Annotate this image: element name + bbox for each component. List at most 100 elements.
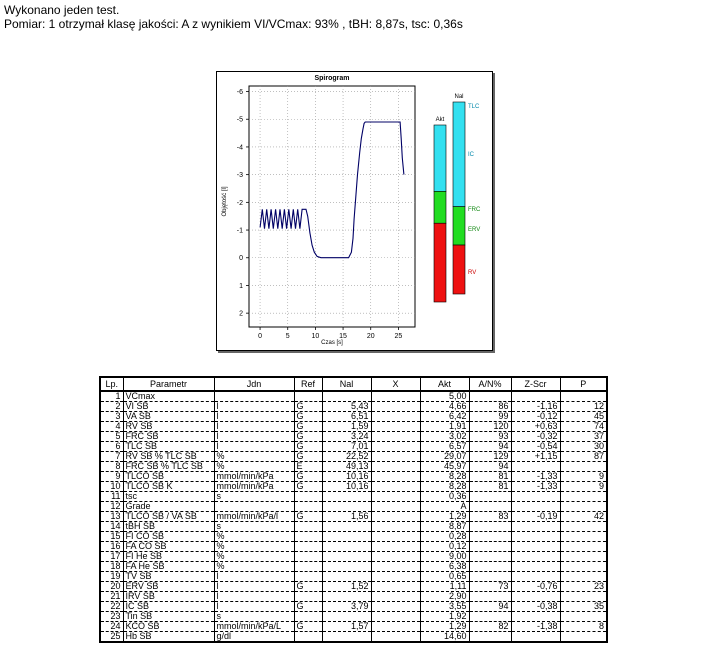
cell-p bbox=[559, 491, 608, 502]
cell-z-score: -0,38 bbox=[510, 601, 561, 612]
cell-jdn: mmol/min/kPa/L bbox=[213, 621, 295, 632]
cell-nal: 3,79 bbox=[321, 601, 372, 612]
cell-an-percent: 94 bbox=[468, 441, 512, 452]
cell-an-percent: 94 bbox=[468, 601, 512, 612]
cell-jdn: l bbox=[213, 571, 295, 582]
cell-jdn: l bbox=[213, 581, 295, 592]
cell-nal bbox=[321, 631, 372, 643]
cell-akt: 5,00 bbox=[419, 391, 470, 402]
cell-ref bbox=[293, 541, 323, 552]
cell-jdn: l bbox=[213, 421, 295, 432]
cell-p: 9 bbox=[559, 471, 608, 482]
cell-lp: 5 bbox=[99, 431, 124, 442]
plot-area-frame bbox=[248, 85, 416, 328]
cell-akt: 9,00 bbox=[419, 551, 470, 562]
cell-ref: G bbox=[293, 601, 323, 612]
cell-an-percent: 82 bbox=[468, 621, 512, 632]
cell-parametr: Hb SB bbox=[122, 631, 215, 643]
cell-nal: 10,16 bbox=[321, 481, 372, 492]
cell-an-percent: 94 bbox=[468, 461, 512, 472]
cell-z-score: -0,76 bbox=[510, 581, 561, 592]
cell-jdn: mmol/min/kPa bbox=[213, 481, 295, 492]
cell-jdn: % bbox=[213, 541, 295, 552]
cell-akt: 0,28 bbox=[419, 531, 470, 542]
table-row: 6 TLC SB l G 7,01 6,57 94 -0,54 30 bbox=[99, 441, 608, 452]
x-tick-label: 5 bbox=[286, 333, 290, 340]
cell-an-percent bbox=[468, 571, 512, 582]
cell-parametr: RV SB bbox=[122, 421, 215, 432]
cell-parametr: TLCO SB K bbox=[122, 481, 215, 492]
table-row: 22 IC SB l G 3,79 3,55 94 -0,38 35 bbox=[99, 601, 608, 612]
bar-segment-nal-rv bbox=[452, 244, 466, 295]
cell-jdn: l bbox=[213, 591, 295, 602]
cell-nal bbox=[321, 541, 372, 552]
cell-lp: 13 bbox=[99, 511, 124, 522]
cell-jdn: % bbox=[213, 451, 295, 462]
cell-lp: 14 bbox=[99, 521, 124, 532]
cell-nal: 5,43 bbox=[321, 401, 372, 412]
cell-akt: 1,11 bbox=[419, 581, 470, 592]
cell-nal: 1,52 bbox=[321, 581, 372, 592]
cell-z-score bbox=[510, 571, 561, 582]
cell-akt: 6,38 bbox=[419, 561, 470, 572]
cell-lp: 17 bbox=[99, 551, 124, 562]
cell-x bbox=[370, 561, 421, 572]
cell-z-score: -0,12 bbox=[510, 411, 561, 422]
cell-z-score bbox=[510, 551, 561, 562]
cell-jdn: mmol/min/kPa/l bbox=[213, 511, 295, 522]
cell-nal bbox=[321, 491, 372, 502]
x-tick-label: 20 bbox=[367, 333, 375, 340]
bar-segment-akt-rv bbox=[433, 222, 447, 303]
cell-x bbox=[370, 431, 421, 442]
cell-akt: 1,92 bbox=[419, 611, 470, 622]
cell-p bbox=[559, 541, 608, 552]
table-row: 1 VCmax 5,00 bbox=[99, 391, 608, 402]
cell-nal bbox=[321, 501, 372, 512]
cell-ref: G bbox=[293, 421, 323, 432]
cell-akt: 3,02 bbox=[419, 431, 470, 442]
cell-nal: 1,57 bbox=[321, 621, 372, 632]
cell-z-score bbox=[510, 631, 561, 643]
side-label-tlc: TLC bbox=[468, 104, 480, 110]
cell-p bbox=[559, 531, 608, 542]
cell-x bbox=[370, 601, 421, 612]
cell-jdn: % bbox=[213, 551, 295, 562]
cell-p: 87 bbox=[559, 451, 608, 462]
cell-nal bbox=[321, 521, 372, 532]
cell-x bbox=[370, 421, 421, 432]
cell-x bbox=[370, 621, 421, 632]
cell-ref bbox=[293, 571, 323, 582]
cell-p bbox=[559, 611, 608, 622]
cell-akt: 8,28 bbox=[419, 481, 470, 492]
cell-parametr: VCmax bbox=[122, 391, 215, 402]
cell-p bbox=[559, 501, 608, 512]
cell-p bbox=[559, 561, 608, 572]
cell-ref: E bbox=[293, 461, 323, 472]
cell-lp: 19 bbox=[99, 571, 124, 582]
cell-x bbox=[370, 591, 421, 602]
y-tick-label: 0 bbox=[239, 255, 243, 262]
cell-ref bbox=[293, 521, 323, 532]
x-tick-label: 15 bbox=[339, 333, 347, 340]
bar-segment-nal-erv bbox=[452, 206, 466, 246]
cell-an-percent bbox=[468, 501, 512, 512]
table-row: 3 VA SB l G 6,51 6,42 99 -0,12 45 bbox=[99, 411, 608, 422]
cell-z-score bbox=[510, 531, 561, 542]
y-axis-label: Objętość [l] bbox=[222, 186, 228, 216]
x-tick-label: 0 bbox=[258, 333, 262, 340]
cell-lp: 20 bbox=[99, 581, 124, 592]
cell-an-percent bbox=[468, 591, 512, 602]
side-label-ic: IC bbox=[468, 152, 475, 158]
cell-lp: 9 bbox=[99, 471, 124, 482]
cell-x bbox=[370, 581, 421, 592]
cell-akt: 8,28 bbox=[419, 471, 470, 482]
cell-jdn: g/dl bbox=[213, 631, 295, 643]
cell-lp: 24 bbox=[99, 621, 124, 632]
bar-segment-akt-erv bbox=[433, 191, 447, 224]
cell-x bbox=[370, 571, 421, 582]
cell-z-score: -1,33 bbox=[510, 481, 561, 492]
cell-x bbox=[370, 471, 421, 482]
cell-jdn bbox=[213, 501, 295, 512]
cell-an-percent bbox=[468, 561, 512, 572]
cell-akt: 6,42 bbox=[419, 411, 470, 422]
